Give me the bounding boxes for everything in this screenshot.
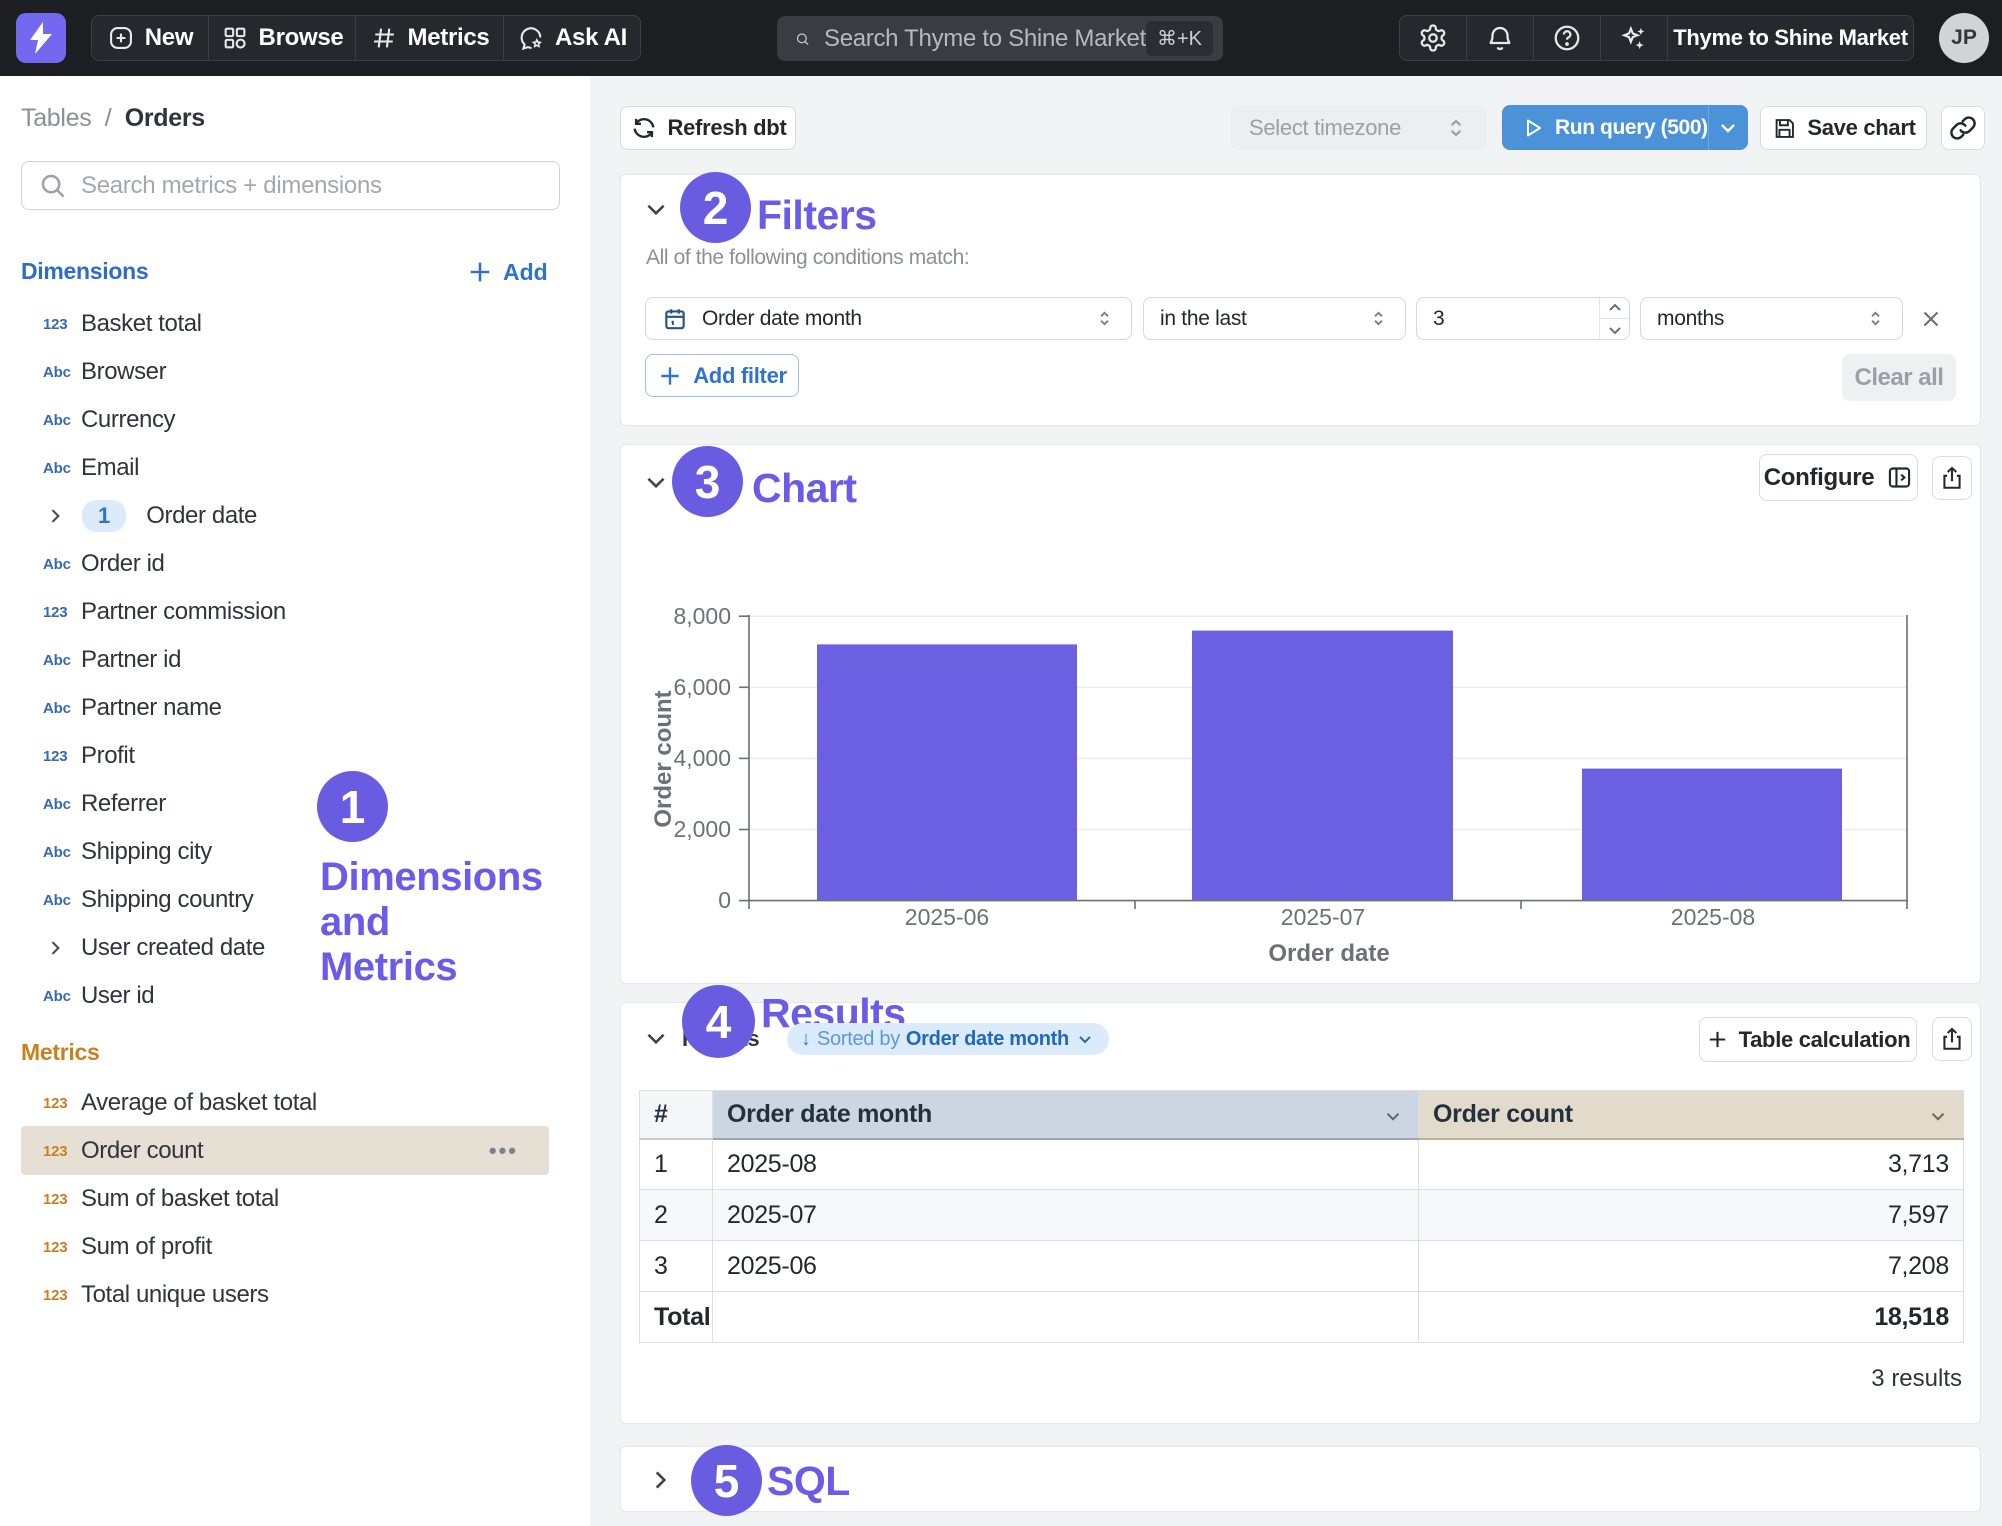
svg-text:Order date: Order date — [1268, 940, 1389, 967]
svg-text:2025-07: 2025-07 — [1281, 904, 1365, 930]
svg-text:4,000: 4,000 — [673, 745, 731, 771]
svg-text:2025-06: 2025-06 — [905, 904, 989, 930]
svg-text:8,000: 8,000 — [673, 603, 731, 629]
svg-text:6,000: 6,000 — [673, 674, 731, 700]
svg-text:2,000: 2,000 — [673, 816, 731, 842]
svg-text:0: 0 — [718, 887, 731, 913]
svg-text:Order count: Order count — [650, 690, 677, 827]
svg-text:2025-08: 2025-08 — [1671, 904, 1755, 930]
